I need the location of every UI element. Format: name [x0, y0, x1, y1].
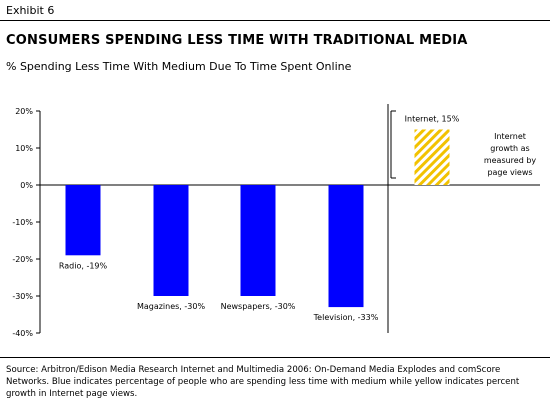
annotation-line: growth as — [490, 144, 529, 153]
y-tick-label: 20% — [15, 107, 33, 116]
annotation-line: measured by — [484, 156, 537, 165]
y-axis: 20% 10% 0% -10% -20% -30% -40% — [12, 107, 540, 338]
source-note: Source: Arbitron/Edison Media Research I… — [6, 365, 520, 399]
bar-chart: 20% 10% 0% -10% -20% -30% -40% Radio, -19% Maga… — [12, 104, 540, 338]
data-label-television: Television, -33% — [313, 313, 379, 322]
exhibit-label: Exhibit 6 — [6, 4, 55, 17]
data-labels: Radio, -19% Magazines, -30% Newspapers, -3… — [59, 115, 460, 323]
data-label-radio: Radio, -19% — [59, 261, 108, 270]
y-tick-label: -10% — [12, 218, 33, 227]
internet-annotation: Internet growth as measured by page views — [387, 104, 537, 333]
y-tick-label: 10% — [15, 144, 33, 153]
bar-radio — [65, 185, 101, 256]
annotation-line: page views — [487, 168, 532, 177]
chart-title: CONSUMERS SPENDING LESS TIME WITH TRADIT… — [6, 33, 468, 48]
data-label-magazines: Magazines, -30% — [137, 302, 206, 311]
data-label-newspapers: Newspapers, -30% — [221, 302, 296, 311]
bar-television — [328, 185, 364, 308]
bar-newspapers — [240, 185, 276, 296]
y-tick-label: -40% — [12, 329, 33, 338]
chart-subtitle: % Spending Less Time With Medium Due To … — [6, 60, 352, 73]
top-rule — [0, 20, 550, 21]
y-tick-label: -20% — [12, 255, 33, 264]
data-label-internet: Internet, 15% — [405, 115, 460, 124]
bar-magazines — [153, 185, 189, 296]
y-tick-label: -30% — [12, 292, 33, 301]
bar-internet — [414, 129, 450, 185]
bars — [65, 129, 450, 308]
bottom-rule — [0, 357, 550, 358]
y-tick-label: 0% — [20, 181, 33, 190]
annotation-line: Internet — [494, 132, 526, 141]
